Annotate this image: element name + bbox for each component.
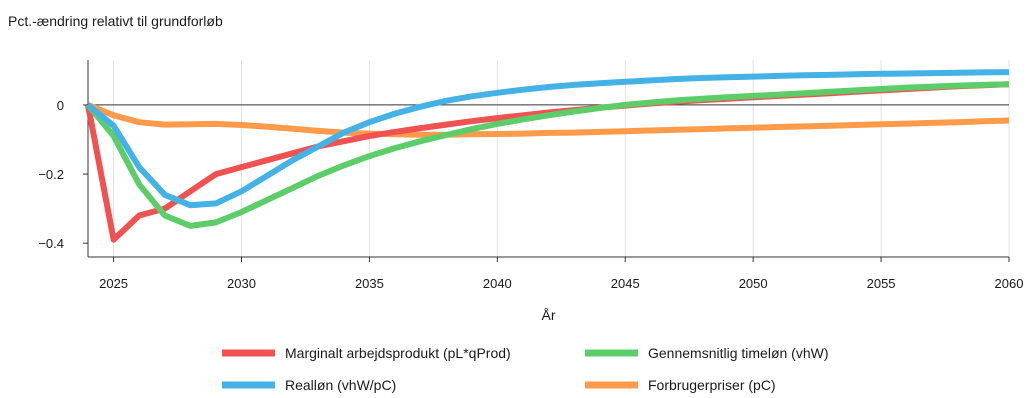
x-tick-label: 2050 bbox=[739, 276, 768, 291]
series-line-2 bbox=[86, 69, 1010, 209]
chart-title: Pct.-ændring relativt til grundforløb bbox=[8, 13, 223, 29]
legend-label: Realløn (vhW/pC) bbox=[285, 377, 396, 393]
legend-label: Gennemsnitlig timeløn (vhW) bbox=[648, 345, 829, 361]
series-lines bbox=[85, 69, 1010, 243]
x-tick-label: 2055 bbox=[867, 276, 896, 291]
x-tick-label: 2060 bbox=[995, 276, 1024, 291]
x-tick-label: 2025 bbox=[99, 276, 128, 291]
x-tick-label: 2045 bbox=[611, 276, 640, 291]
y-tick-label: −0.4 bbox=[38, 236, 64, 251]
legend-item: Forbrugerpriser (pC) bbox=[585, 377, 776, 393]
series-line-1 bbox=[85, 81, 1010, 229]
y-axis-ticks: 0 −0.2 −0.4 bbox=[38, 98, 88, 251]
series-line-3 bbox=[86, 102, 1010, 138]
y-tick-label: −0.2 bbox=[38, 167, 64, 182]
x-tick-label: 2030 bbox=[227, 276, 256, 291]
x-tick-label: 2035 bbox=[355, 276, 384, 291]
x-axis-label: År bbox=[542, 307, 556, 323]
legend-item: Realløn (vhW/pC) bbox=[222, 377, 396, 393]
legend-label: Forbrugerpriser (pC) bbox=[648, 377, 776, 393]
legend-label: Marginalt arbejdsprodukt (pL*qProd) bbox=[285, 345, 511, 361]
legend-item: Gennemsnitlig timeløn (vhW) bbox=[585, 345, 829, 361]
x-axis-ticks: 2025 2030 2035 2040 2045 2050 2055 2060 bbox=[99, 257, 1023, 291]
legend-item: Marginalt arbejdsprodukt (pL*qProd) bbox=[222, 345, 511, 361]
legend: Marginalt arbejdsprodukt (pL*qProd) Genne… bbox=[222, 345, 829, 393]
x-tick-label: 2040 bbox=[483, 276, 512, 291]
y-tick-label: 0 bbox=[57, 98, 64, 113]
